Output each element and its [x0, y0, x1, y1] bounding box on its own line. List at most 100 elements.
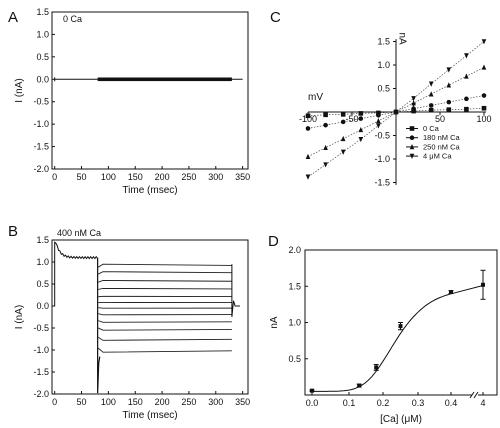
legend-marker	[409, 144, 415, 150]
legend-marker	[409, 153, 415, 159]
legend-entry: 180 nM Ca	[423, 133, 461, 142]
y-tick-label: 0.5	[36, 52, 49, 62]
tail-trace	[231, 264, 240, 318]
y-tick-label: 0.0	[36, 301, 49, 311]
data-point	[464, 73, 469, 79]
axis-break-mark	[473, 391, 479, 399]
data-point	[305, 126, 311, 131]
data-point	[481, 93, 487, 98]
data-point	[428, 91, 434, 97]
x-tick-label: 0.3	[412, 398, 425, 408]
y-axis-label: nA	[397, 32, 408, 45]
panel-letter: D	[268, 233, 279, 250]
data-point	[446, 67, 452, 73]
x-tick-label: 0	[52, 397, 57, 407]
x-tick-label: 0.2	[377, 398, 390, 408]
x-tick-label: 100	[476, 114, 491, 124]
x-tick-label: 200	[155, 172, 170, 182]
data-point	[481, 282, 485, 287]
y-tick-label: -1.0	[374, 154, 390, 164]
y-tick-label: -1.0	[33, 345, 49, 355]
x-tick-label: 350	[235, 172, 250, 182]
data-point	[358, 126, 364, 133]
noise-band	[97, 77, 232, 82]
x-tick-label: -100	[299, 114, 317, 124]
x-axis-label: Time (msec)	[122, 185, 177, 196]
data-point	[428, 103, 434, 108]
y-tick-label: 1.0	[288, 318, 301, 328]
x-tick-label: 300	[208, 172, 223, 182]
series-triangle-down	[305, 39, 487, 180]
x-tick-label: 300	[208, 397, 223, 407]
data-point	[446, 82, 452, 88]
x-tick-label: 250	[181, 172, 196, 182]
step-trace	[97, 336, 232, 341]
panel-annotation: 400 nM Ca	[57, 228, 101, 238]
legend-entry: 4 μM Ca	[423, 152, 452, 161]
prepulse-trace	[53, 241, 98, 307]
y-axis-label: I (nA)	[14, 305, 25, 329]
y-axis-label: I (nA)	[14, 78, 25, 102]
y-axis-label: nA	[269, 316, 280, 329]
x-tick-label: 50	[435, 114, 445, 124]
step-trace	[97, 327, 232, 331]
x-tick-label: 100	[101, 397, 116, 407]
step-trace	[98, 280, 232, 283]
x-tick-label: 150	[128, 397, 143, 407]
y-tick-label: -1.5	[33, 367, 49, 377]
x-tick-label: 0.1	[343, 398, 356, 408]
panel-annotation: 0 Ca	[63, 14, 82, 24]
y-tick-label: -2.0	[33, 164, 49, 174]
data-point	[305, 153, 311, 159]
data-point	[464, 53, 469, 59]
data-point	[358, 136, 364, 143]
x-tick-label: 0.4	[445, 398, 458, 408]
data-point	[340, 119, 346, 125]
y-tick-label: -1.5	[374, 178, 390, 188]
current-traces	[53, 241, 240, 394]
data-point	[428, 107, 434, 113]
data-point	[376, 110, 381, 116]
data-point	[464, 96, 469, 102]
step-transient	[97, 257, 101, 394]
panel-letter: C	[270, 9, 281, 26]
data-point	[464, 106, 469, 112]
data-point	[449, 290, 453, 295]
y-tick-label: 0.5	[288, 354, 301, 364]
axis-break-mark	[469, 391, 475, 399]
legend-entry: 0 Ca	[423, 124, 440, 133]
data-point	[411, 96, 416, 102]
x-tick-label: 350	[235, 397, 250, 407]
step-trace	[97, 271, 232, 275]
x-tick-label: 100	[101, 172, 116, 182]
y-tick-label: -0.5	[33, 97, 49, 107]
y-tick-label: -1.5	[33, 142, 49, 152]
plot-frame	[51, 11, 249, 170]
data-point	[357, 383, 362, 388]
y-tick-label: -0.5	[33, 323, 49, 333]
panel-letter: B	[8, 223, 18, 240]
data-point	[323, 162, 328, 168]
data-point	[323, 122, 328, 128]
axis-break-gap	[472, 392, 478, 398]
step-trace	[97, 263, 232, 268]
y-tick-label: -0.5	[374, 131, 390, 141]
data-point	[376, 123, 381, 129]
data-point	[340, 112, 346, 117]
x-tick-label: 50	[77, 172, 87, 182]
legend-entry: 250 nM Ca	[423, 142, 461, 151]
data-point	[376, 112, 381, 118]
data-point	[305, 174, 311, 180]
data-point	[481, 105, 487, 111]
data-point	[358, 116, 364, 121]
legend-marker	[409, 126, 415, 131]
step-trace	[98, 320, 232, 323]
x-axis-label: Time (msec)	[122, 410, 177, 421]
step-trace	[98, 313, 232, 316]
data-point	[323, 112, 328, 118]
data-point	[393, 109, 399, 115]
y-tick-label: 0.5	[36, 279, 49, 289]
x-tick-label: 0.0	[306, 398, 319, 408]
y-tick-label: 1.0	[36, 257, 49, 267]
data-point	[340, 149, 346, 155]
